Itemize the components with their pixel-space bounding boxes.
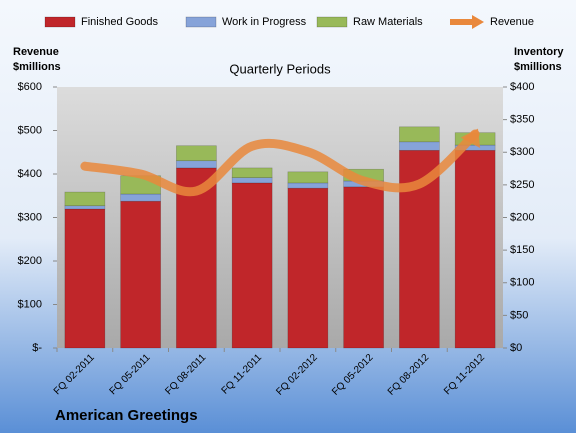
line (80, 129, 480, 197)
legend-label: Revenue (490, 16, 534, 28)
y-tick-label: $600 (18, 81, 42, 93)
y-tick-label: $300 (18, 211, 42, 223)
y2-tick-label: $0 (510, 342, 522, 354)
bar-segment (64, 205, 106, 210)
y-tick-label: $- (32, 342, 42, 354)
y-tick-label: $200 (18, 255, 42, 267)
y2-tick-label: $200 (510, 211, 534, 223)
y-axis-label: $millions (13, 61, 61, 73)
y-tick-label: $400 (18, 168, 42, 180)
bar-segment (231, 167, 273, 178)
bar-segment (231, 182, 273, 349)
y2-tick-label: $50 (510, 309, 528, 321)
y2-tick-label: $150 (510, 244, 534, 256)
bar-segment (176, 145, 217, 162)
y2-tick-label: $100 (510, 277, 534, 289)
bar-segment (399, 141, 440, 151)
legend-swatch (316, 16, 348, 28)
legend-label: Work in Progress (222, 16, 307, 28)
y-tick-label: $100 (18, 298, 42, 310)
bar-segment (64, 191, 106, 207)
line-arrowhead (460, 128, 481, 148)
footer: American Greetings (55, 407, 198, 424)
bar-segment (64, 208, 106, 349)
legend-swatch (185, 16, 217, 28)
chart-title: Quarterly Periods (229, 61, 331, 76)
y2-tick-label: $250 (510, 179, 534, 191)
y2-axis-label: $millions (514, 61, 562, 73)
y-tick-label: $500 (18, 124, 42, 136)
y2-tick-label: $400 (510, 81, 534, 93)
bar-segment (287, 171, 329, 184)
bar-segment (231, 177, 273, 184)
bar-segment (120, 200, 161, 349)
bar-segment (287, 187, 329, 349)
y-axis-label: Revenue (13, 46, 59, 58)
bar-segment (176, 167, 217, 349)
bar-segment (287, 182, 329, 189)
legend-swatch (44, 16, 76, 28)
bar-segment (120, 193, 161, 202)
bar-segment (454, 149, 496, 349)
legend-swatch (472, 15, 484, 29)
y2-tick-label: $350 (510, 114, 534, 126)
legend-label: Raw Materials (353, 16, 423, 28)
legend-label: Finished Goods (81, 16, 159, 28)
y2-tick-label: $300 (510, 146, 534, 158)
bar-segment (343, 186, 384, 349)
bar-segment (176, 160, 217, 169)
bar-segment (399, 126, 440, 143)
y2-axis-label: Inventory (514, 46, 564, 58)
